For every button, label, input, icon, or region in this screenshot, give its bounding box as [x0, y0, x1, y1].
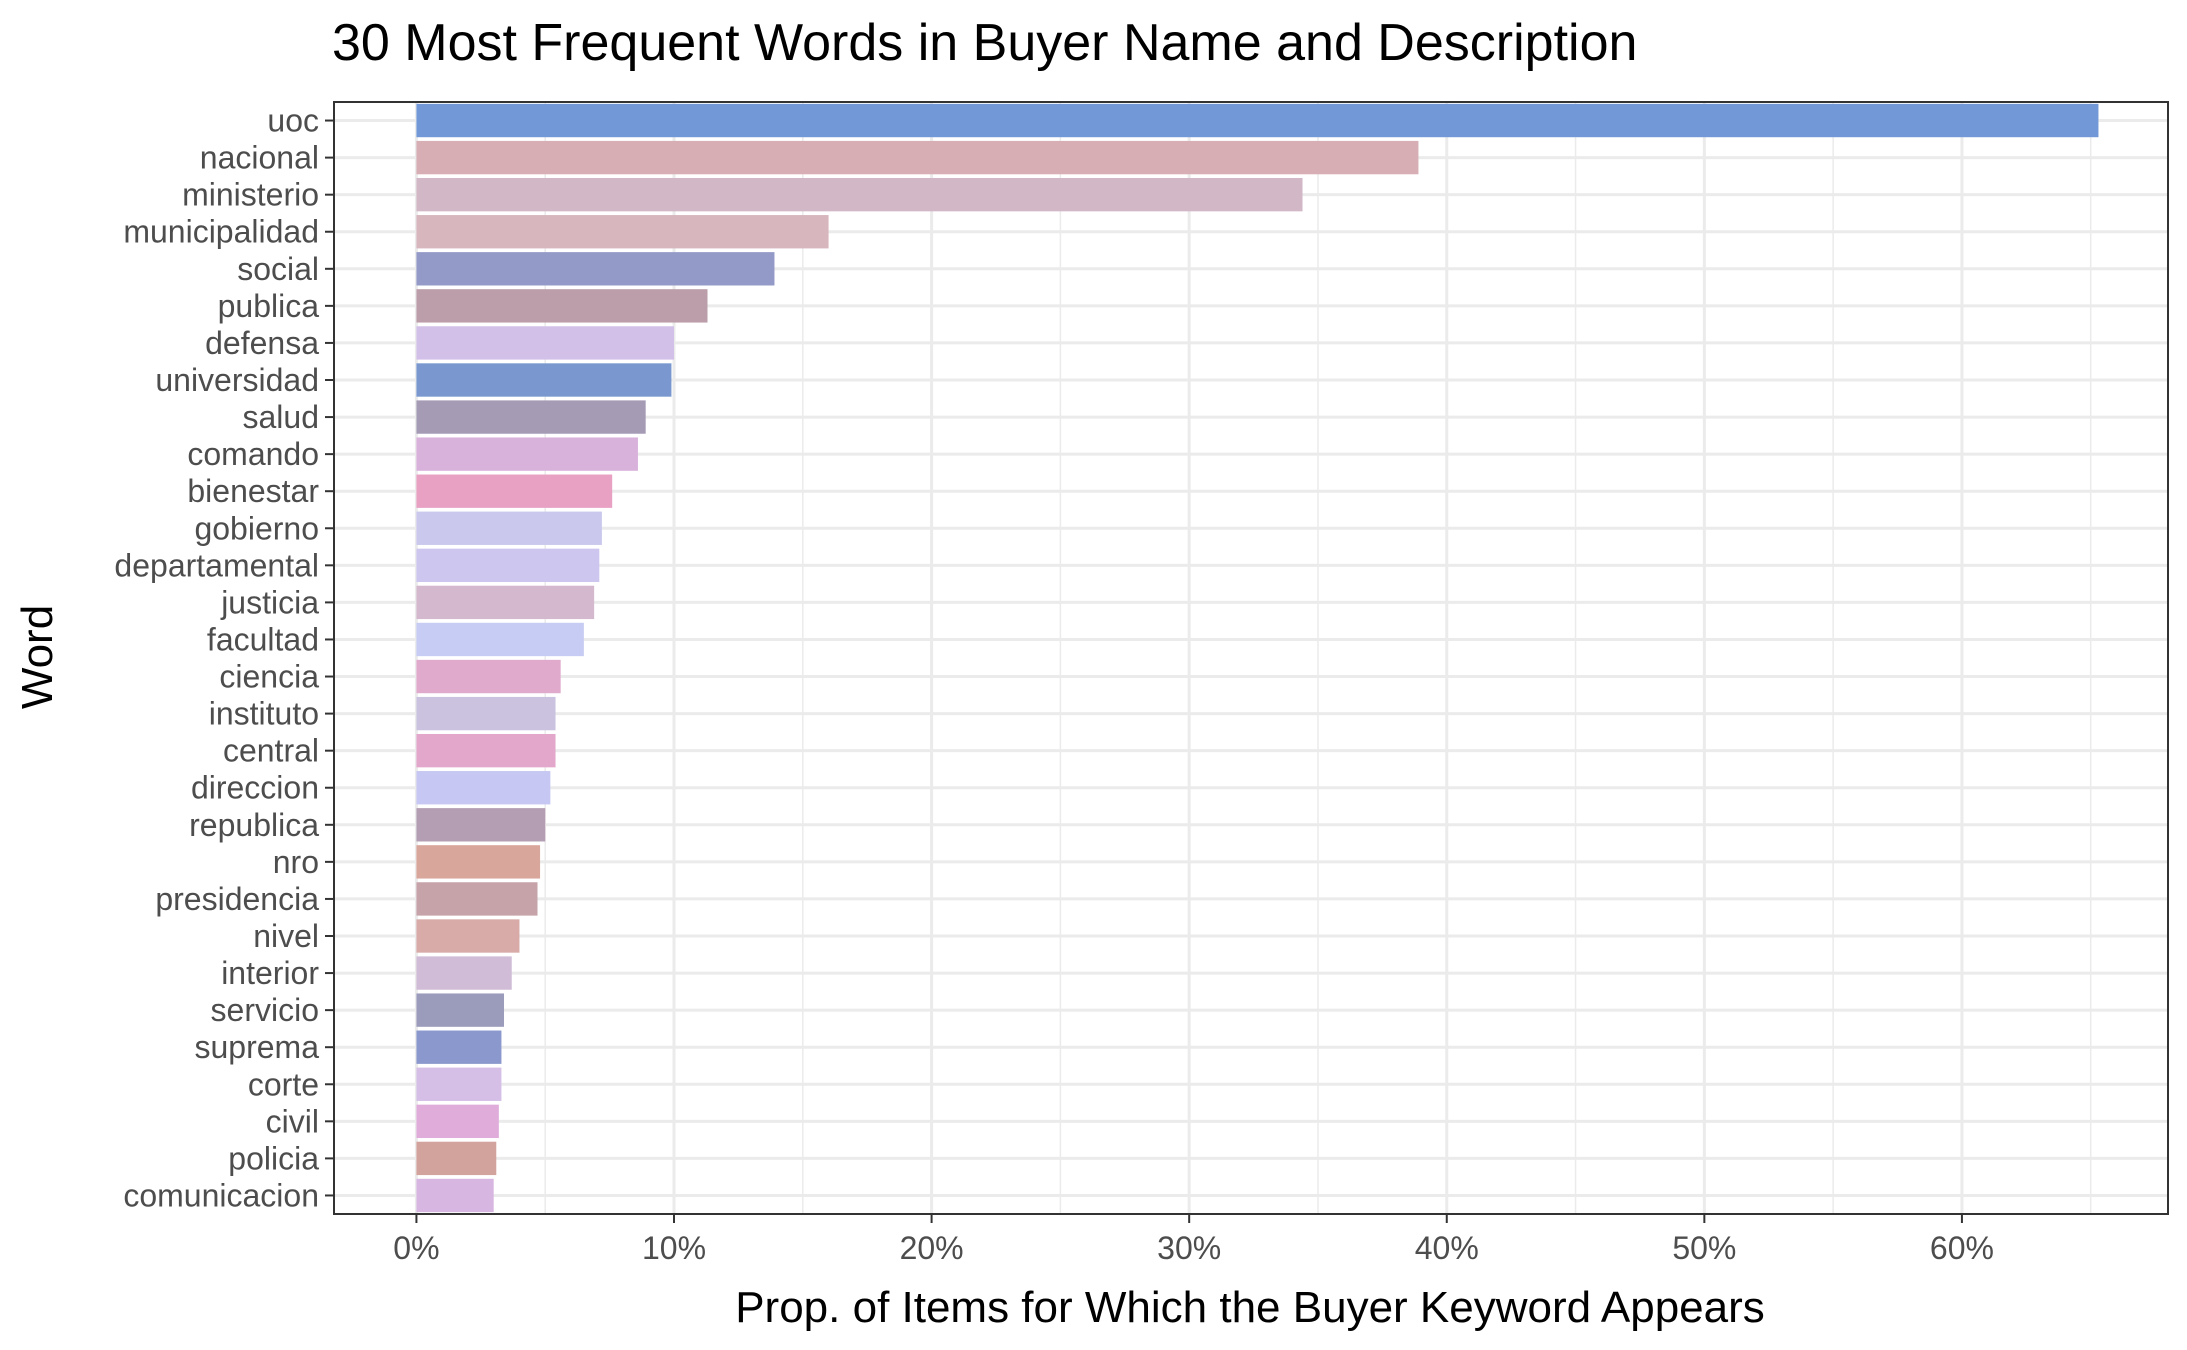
bar-comando [416, 437, 638, 471]
y-tick-label: republica [189, 807, 319, 843]
bar-gobierno [416, 511, 602, 545]
x-tick-label: 50% [1672, 1230, 1736, 1266]
y-tick-label: ministerio [182, 177, 319, 213]
plot-panel [334, 102, 2168, 1214]
chart-title: 30 Most Frequent Words in Buyer Name and… [332, 14, 1637, 72]
y-axis-ticks: uocnacionalministeriomunicipalidadsocial… [114, 103, 334, 1213]
x-tick-label: 30% [1157, 1230, 1221, 1266]
y-tick-label: nro [273, 844, 319, 880]
bar-uoc [416, 103, 2099, 138]
y-tick-label: nivel [253, 918, 319, 954]
y-tick-label: departamental [114, 547, 319, 583]
y-tick-label: interior [221, 955, 319, 991]
bar-nro [416, 845, 541, 879]
x-axis-ticks: 0% 10% 20% 30% 40% 50% 60% [393, 1214, 1994, 1266]
x-axis-title: Prop. of Items for Which the Buyer Keywo… [735, 1283, 1765, 1332]
bar-defensa [416, 326, 675, 360]
y-tick-label: suprema [195, 1029, 320, 1065]
y-tick-label: gobierno [194, 510, 319, 546]
y-tick-label: corte [248, 1066, 319, 1102]
y-axis-title: Word [13, 605, 62, 709]
bar-central [416, 733, 556, 768]
bar-facultad [416, 622, 584, 657]
y-tick-label: instituto [209, 696, 319, 732]
x-tick-label: 10% [642, 1230, 706, 1266]
bar-social [416, 252, 775, 286]
bar-suprema [416, 1030, 502, 1064]
y-tick-label: defensa [205, 325, 319, 361]
y-tick-label: uoc [267, 103, 319, 139]
bar-instituto [416, 696, 556, 731]
bar-civil [416, 1104, 499, 1139]
bar-interior [416, 956, 512, 990]
x-tick-label: 40% [1415, 1230, 1479, 1266]
y-tick-label: comunicacion [123, 1177, 319, 1213]
bar-ministerio [416, 177, 1303, 212]
y-tick-label: universidad [155, 362, 319, 398]
bar-departamental [416, 548, 600, 583]
bar-ciencia [416, 659, 561, 694]
bar-salud [416, 400, 646, 434]
bar-municipalidad [416, 215, 829, 249]
x-tick-label: 0% [393, 1230, 439, 1266]
y-tick-label: ciencia [219, 659, 319, 695]
plot-border [333, 101, 2169, 1215]
y-tick-label: publica [218, 288, 320, 324]
bar-nivel [416, 919, 520, 953]
y-tick-label: nacional [200, 140, 319, 176]
y-tick-label: municipalidad [123, 214, 319, 250]
bar-universidad [416, 363, 672, 397]
bar-justicia [416, 585, 595, 620]
y-tick-label: presidencia [155, 881, 319, 917]
bar-bienestar [416, 474, 613, 508]
y-tick-label: justicia [220, 584, 319, 620]
bar-servicio [416, 993, 505, 1027]
bar-comunicacion [416, 1178, 494, 1213]
x-tick-label: 20% [900, 1230, 964, 1266]
y-tick-label: salud [243, 399, 320, 435]
bar-republica [416, 808, 546, 842]
y-tick-label: comando [187, 436, 319, 472]
y-tick-label: facultad [207, 621, 319, 657]
y-tick-label: social [237, 251, 319, 287]
y-tick-label: civil [266, 1103, 319, 1139]
bar-nacional [416, 140, 1419, 175]
x-tick-label: 60% [1930, 1230, 1994, 1266]
bar-direccion [416, 771, 551, 805]
y-tick-label: servicio [211, 992, 319, 1028]
bar-publica [416, 289, 708, 323]
bar-presidencia [416, 882, 538, 916]
y-tick-label: bienestar [187, 473, 319, 509]
y-tick-label: direccion [191, 770, 319, 806]
bars [416, 103, 2099, 1213]
y-tick-label: policia [228, 1140, 319, 1176]
bar-policia [416, 1141, 497, 1176]
bar-corte [416, 1067, 502, 1101]
grid-lines [334, 102, 2168, 1214]
y-tick-label: central [223, 733, 319, 769]
